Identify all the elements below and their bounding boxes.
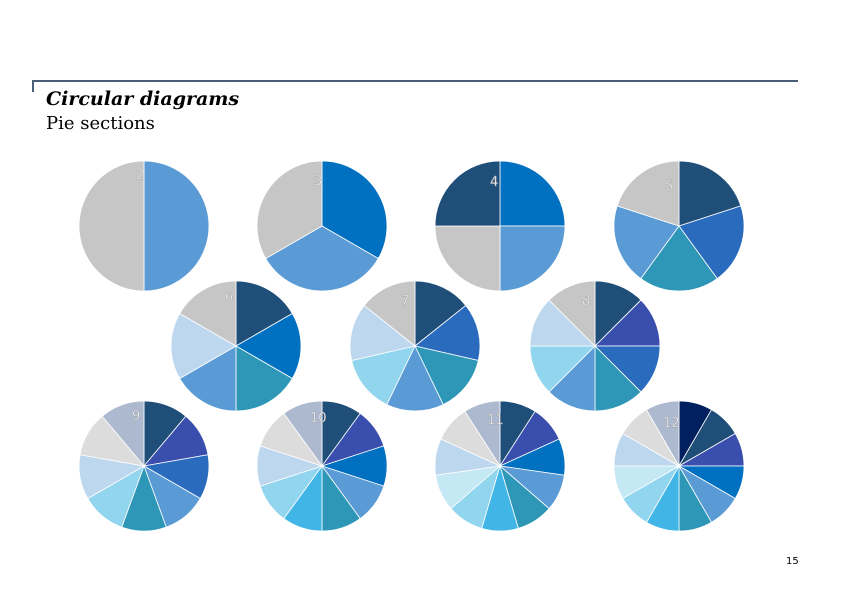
pie-8-label: 8	[582, 294, 590, 309]
pie-3: 3	[256, 160, 388, 292]
pie-5-slice-3	[640, 225, 718, 292]
pie-2-label: 2	[136, 168, 144, 183]
pie-4-label: 4	[490, 175, 498, 190]
pie-7-label: 7	[401, 294, 409, 309]
pie-9: 9	[78, 400, 210, 532]
pie-3-slice-3	[256, 160, 323, 260]
pie-7-slice-2	[414, 304, 481, 361]
pie-6-slice-6	[179, 280, 237, 347]
pie-7: 7	[349, 280, 481, 412]
pie-5-slice-4	[613, 205, 680, 280]
pie-2-slice-2	[78, 160, 145, 292]
pie-5-slice-1	[678, 160, 742, 227]
pie-6-slice-3	[235, 345, 293, 412]
pie-4-slice-1	[499, 160, 566, 227]
pie-9-slice-9	[101, 400, 145, 468]
pie-6-slice-2	[235, 312, 302, 380]
page-number: 15	[786, 556, 799, 567]
pie-4-slice-4	[434, 160, 501, 227]
pie-8: 8	[529, 280, 661, 412]
pie-9-label: 9	[132, 409, 140, 424]
pie-3-label: 3	[314, 174, 322, 189]
pie-6-slice-5	[170, 312, 237, 380]
pie-12-slice-12	[645, 400, 680, 468]
pie-7-slice-1	[414, 280, 467, 347]
pie-6-slice-1	[235, 280, 293, 347]
pie-11: 11	[434, 400, 566, 532]
pie-5: 5	[613, 160, 745, 292]
pie-11-slice-11	[464, 400, 501, 468]
pie-12-label: 12	[663, 416, 680, 431]
pie-7-slice-7	[363, 280, 416, 347]
pie-4-slice-3	[434, 225, 501, 292]
pie-2: 2	[78, 160, 210, 292]
pie-6-slice-4	[179, 345, 237, 412]
pie-12: 12	[613, 400, 745, 532]
pie-7-slice-4	[386, 345, 444, 412]
pie-4: 4	[434, 160, 566, 292]
pie-7-slice-5	[351, 345, 416, 406]
pie-10-slice-10	[283, 400, 323, 468]
header-rule-tick	[32, 80, 34, 92]
pie-4-slice-2	[499, 225, 566, 292]
pie-2-slice-1	[143, 160, 210, 292]
pie-5-slice-5	[616, 160, 680, 227]
pie-3-slice-1	[321, 160, 388, 260]
pie-5-label: 5	[665, 179, 673, 194]
pie-8-slice-8	[548, 280, 596, 347]
page-subtitle: Pie sections	[46, 113, 155, 134]
pie-6: 6	[170, 280, 302, 412]
pie-3-slice-2	[265, 225, 379, 292]
page-title: Circular diagrams	[46, 88, 240, 110]
header-rule	[32, 80, 798, 82]
pie-10: 10	[256, 400, 388, 532]
pie-10-label: 10	[310, 411, 327, 426]
pie-5-slice-2	[678, 205, 745, 280]
pie-6-label: 6	[225, 290, 233, 305]
pie-7-slice-3	[414, 345, 479, 406]
pie-7-slice-6	[349, 304, 416, 361]
pie-11-label: 11	[487, 413, 504, 428]
